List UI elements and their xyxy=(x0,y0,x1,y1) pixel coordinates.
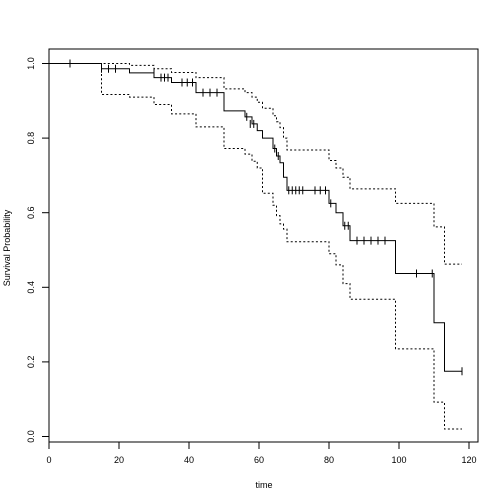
y-tick-label: 0.2 xyxy=(26,356,36,369)
x-tick-label: 120 xyxy=(461,455,476,465)
axes: 0 20 40 60 80 100 120 0.0 0.2 0.4 0.6 0.8 1.0 xyxy=(26,57,477,465)
y-tick-label: 1.0 xyxy=(26,57,36,70)
censor-marks xyxy=(69,59,463,376)
x-tick-label: 40 xyxy=(184,455,194,465)
y-tick-label: 0.4 xyxy=(26,281,36,294)
upper-ci-line xyxy=(49,63,462,265)
x-tick-label: 20 xyxy=(114,455,124,465)
y-tick-label: 0.6 xyxy=(26,206,36,219)
plot-frame xyxy=(48,48,479,443)
confidence-bands xyxy=(49,63,462,430)
survival-estimate-line xyxy=(49,63,462,372)
y-axis-title: Survival Probability xyxy=(2,209,12,286)
x-tick-label: 60 xyxy=(254,455,264,465)
x-axis-title: time xyxy=(255,480,272,490)
x-tick-label: 100 xyxy=(391,455,406,465)
y-tick-label: 0.8 xyxy=(26,132,36,145)
x-tick-label: 80 xyxy=(324,455,334,465)
y-tick-label: 0.0 xyxy=(26,430,36,443)
survival-curve xyxy=(49,63,462,372)
lower-ci-line xyxy=(49,63,462,430)
x-tick-label: 0 xyxy=(46,455,51,465)
